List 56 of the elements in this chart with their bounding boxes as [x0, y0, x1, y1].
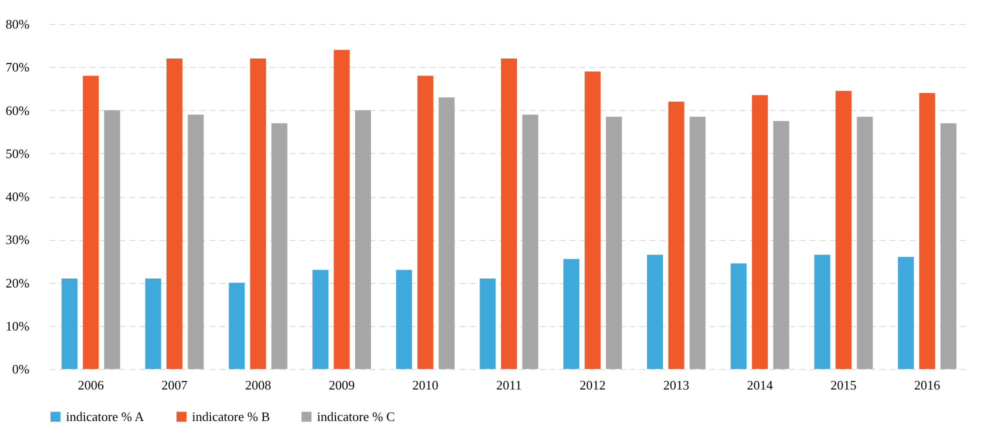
bar: [166, 58, 182, 369]
y-tick-label: 0%: [12, 362, 30, 376]
bar: [188, 114, 204, 369]
bar: [250, 58, 266, 369]
bar: [752, 95, 768, 369]
bar: [940, 123, 956, 369]
bar: [730, 263, 747, 369]
bar: [438, 97, 455, 369]
bar: [104, 110, 120, 369]
x-tick-label: 2009: [328, 378, 355, 392]
x-tick-label: 2006: [78, 378, 104, 392]
bar: [501, 58, 517, 369]
bar: [417, 76, 434, 369]
y-tick-label: 30%: [6, 232, 30, 248]
x-tick-label: 2010: [412, 378, 438, 392]
bar: [480, 278, 496, 369]
legend-label: indicatore % C: [317, 408, 395, 424]
bar: [647, 254, 663, 369]
bar: [312, 270, 328, 369]
x-tick-label: 2014: [746, 378, 774, 392]
bar: [919, 93, 936, 369]
legend-label: indicatore % B: [192, 408, 270, 424]
x-tick-label: 2007: [161, 378, 188, 392]
y-tick-label: 80%: [6, 16, 30, 32]
bar: [355, 110, 371, 369]
x-tick-label: 2012: [580, 378, 606, 392]
x-tick-label: 2015: [830, 378, 857, 392]
legend-label: indicatore % A: [66, 408, 145, 424]
bar: [62, 278, 78, 369]
bar: [145, 278, 162, 369]
bar: [563, 259, 580, 369]
bar: [606, 116, 622, 369]
bar: [334, 50, 350, 369]
y-tick-label: 10%: [6, 318, 30, 334]
x-tick-label: 2016: [914, 378, 941, 392]
x-tick-label: 2011: [496, 378, 522, 392]
bar: [584, 71, 601, 369]
bar: [814, 254, 830, 369]
x-tick-label: 2008: [245, 378, 272, 392]
bar: [228, 282, 245, 369]
y-tick-label: 60%: [6, 102, 30, 118]
x-tick-label: 2013: [663, 378, 690, 392]
bar: [690, 116, 706, 369]
bar: [668, 102, 684, 369]
y-tick-label: 70%: [6, 60, 30, 75]
bar: [396, 270, 412, 369]
bar: [836, 90, 852, 369]
y-tick-label: 40%: [6, 189, 30, 204]
bar: [898, 256, 914, 369]
bar: [856, 116, 873, 369]
bar: [773, 121, 790, 369]
bar: [82, 76, 99, 369]
bar: [271, 123, 288, 369]
y-tick-label: 20%: [6, 275, 30, 290]
bar: [522, 114, 538, 369]
y-tick-label: 50%: [6, 146, 30, 161]
